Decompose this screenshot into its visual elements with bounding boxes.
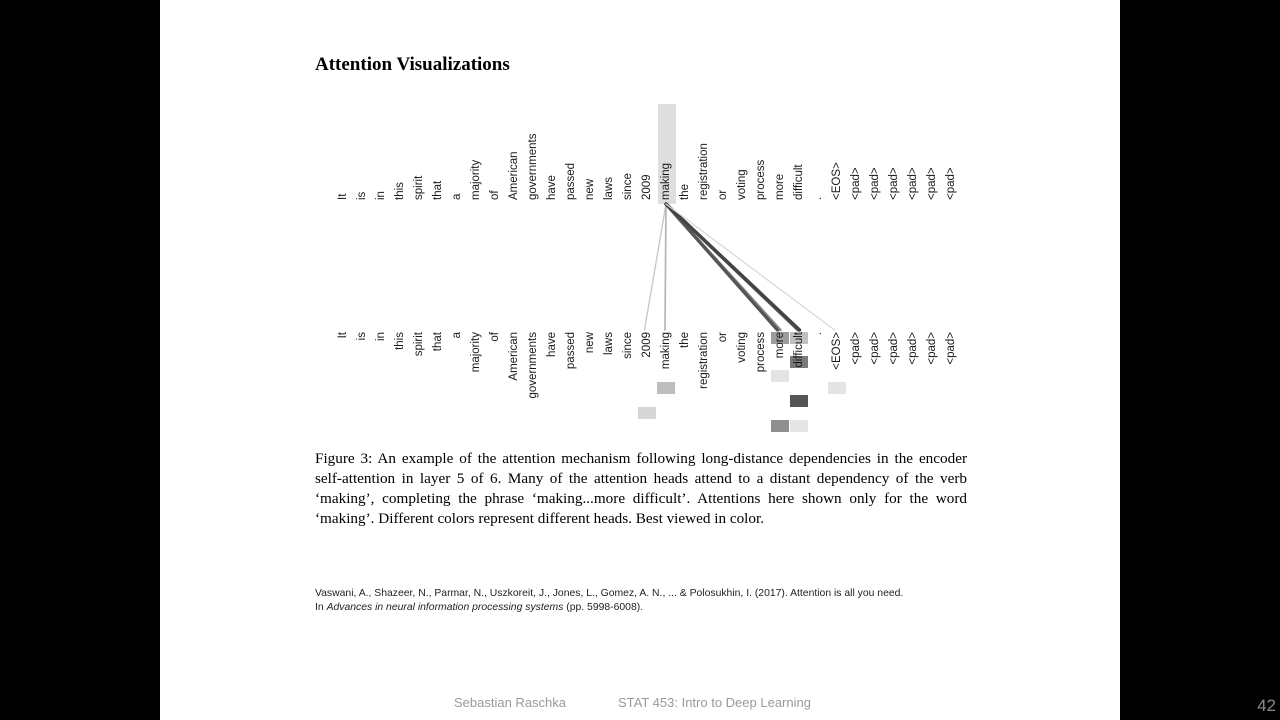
top-token: <pad> [945, 167, 957, 200]
slide-title: Attention Visualizations [315, 54, 510, 75]
top-token: laws [603, 177, 615, 200]
attention-weight-box [771, 370, 789, 382]
top-token: <pad> [907, 167, 919, 200]
bottom-token: governments [527, 332, 539, 399]
top-token: making [660, 163, 672, 200]
bottom-token: a [451, 331, 463, 338]
bottom-token: new [584, 331, 596, 353]
attention-weight-box [771, 332, 789, 344]
attention-link [643, 203, 667, 331]
page-number: 42 [1257, 696, 1276, 715]
reference-pages: (pp. 5998-6008). [563, 602, 644, 613]
attention-weight-box [790, 332, 808, 344]
bottom-token: in [375, 332, 387, 341]
reference-line-2: In Advances in neural information proces… [315, 601, 1015, 615]
bottom-token: <pad> [850, 332, 862, 365]
top-token: American [508, 151, 520, 200]
caption-line: the word ‘making’. Different colors repr… [315, 490, 967, 527]
attention-figure: It is in this spirit that a majority of American g… [337, 104, 957, 432]
top-token: governments [527, 133, 539, 200]
footer-author: Sebastian Raschka [454, 695, 567, 710]
bottom-token: is [356, 332, 368, 341]
bottom-token: passed [565, 332, 577, 369]
top-token: . [812, 197, 824, 200]
attention-link [664, 202, 802, 332]
bottom-token: spirit [413, 331, 425, 356]
slide: Attention Visualizations It is in this spiri… [160, 0, 1120, 720]
bottom-token: <pad> [888, 332, 900, 365]
bottom-token: or [717, 332, 729, 342]
top-token: or [717, 190, 729, 200]
top-token: is [356, 191, 368, 200]
top-token: majority [470, 159, 482, 200]
top-token: spirit [413, 175, 425, 200]
top-token: have [546, 175, 558, 200]
bottom-token: majority [470, 332, 482, 373]
top-token: difficult [793, 164, 805, 200]
top-token: since [622, 173, 634, 200]
top-token: new [584, 178, 596, 200]
bottom-token: have [546, 332, 558, 357]
query-token-highlight [658, 104, 676, 204]
top-token: <pad> [850, 167, 862, 200]
top-token: <EOS> [831, 162, 843, 200]
top-token: more [774, 174, 786, 200]
top-token: in [375, 191, 387, 200]
top-token: a [451, 193, 463, 200]
top-token: the [679, 184, 691, 200]
top-token: that [432, 180, 444, 200]
footer-course: STAT 453: Intro to Deep Learning [618, 695, 811, 710]
top-token: <pad> [888, 167, 900, 200]
top-token: this [394, 182, 406, 200]
top-token: <pad> [926, 167, 938, 200]
bottom-token: registration [698, 332, 710, 389]
reference-prefix: In [315, 602, 327, 613]
attention-link [664, 202, 780, 332]
top-token: passed [565, 163, 577, 200]
caption-line: Figure 3: An example of the attention me… [315, 450, 914, 467]
reference: Vaswani, A., Shazeer, N., Parmar, N., Us… [315, 587, 1015, 615]
attention-weight-box [828, 382, 846, 394]
bottom-token: <pad> [869, 332, 881, 365]
top-token: process [755, 159, 767, 200]
bottom-token: American [508, 332, 520, 381]
bottom-token: of [489, 331, 501, 341]
bottom-token: difficult [793, 331, 805, 367]
bottom-token: voting [736, 332, 748, 363]
top-token: voting [736, 169, 748, 200]
caption-line: encoder self-attention in layer 5 of 6. … [315, 450, 967, 487]
attention-weight-box [790, 356, 808, 368]
top-token: registration [698, 143, 710, 200]
caption-line: the verb ‘making’, completing the phrase… [315, 470, 967, 507]
bottom-token: that [432, 331, 444, 351]
bottom-token: making [660, 332, 672, 369]
reference-line-1: Vaswani, A., Shazeer, N., Parmar, N., Us… [315, 588, 904, 599]
reference-venue: Advances in neural information processin… [326, 602, 564, 613]
bottom-token: <pad> [907, 332, 919, 365]
attention-weight-box [790, 420, 808, 432]
attention-weight-box [790, 395, 808, 407]
bottom-token: It [337, 331, 349, 338]
top-token: 2009 [641, 174, 653, 200]
bottom-token: <pad> [945, 332, 957, 365]
attention-weight-box [771, 420, 789, 432]
figure-caption: Figure 3: An example of the attention me… [315, 449, 967, 529]
bottom-token: . [812, 332, 824, 335]
bottom-token: more [774, 332, 786, 358]
bottom-token: since [622, 332, 634, 359]
top-token: of [489, 190, 501, 200]
bottom-token: this [394, 332, 406, 350]
bottom-token: laws [603, 332, 615, 355]
attention-weight-box [657, 382, 675, 394]
bottom-token: the [679, 332, 691, 348]
bottom-token: <EOS> [831, 332, 843, 370]
bottom-token: process [755, 332, 767, 373]
attention-weight-box [638, 407, 656, 419]
bottom-token: 2009 [641, 332, 653, 358]
bottom-token: <pad> [926, 332, 938, 365]
attention-link [664, 203, 667, 331]
attention-link [665, 203, 836, 331]
top-token: <pad> [869, 167, 881, 200]
top-token: It [337, 193, 349, 200]
